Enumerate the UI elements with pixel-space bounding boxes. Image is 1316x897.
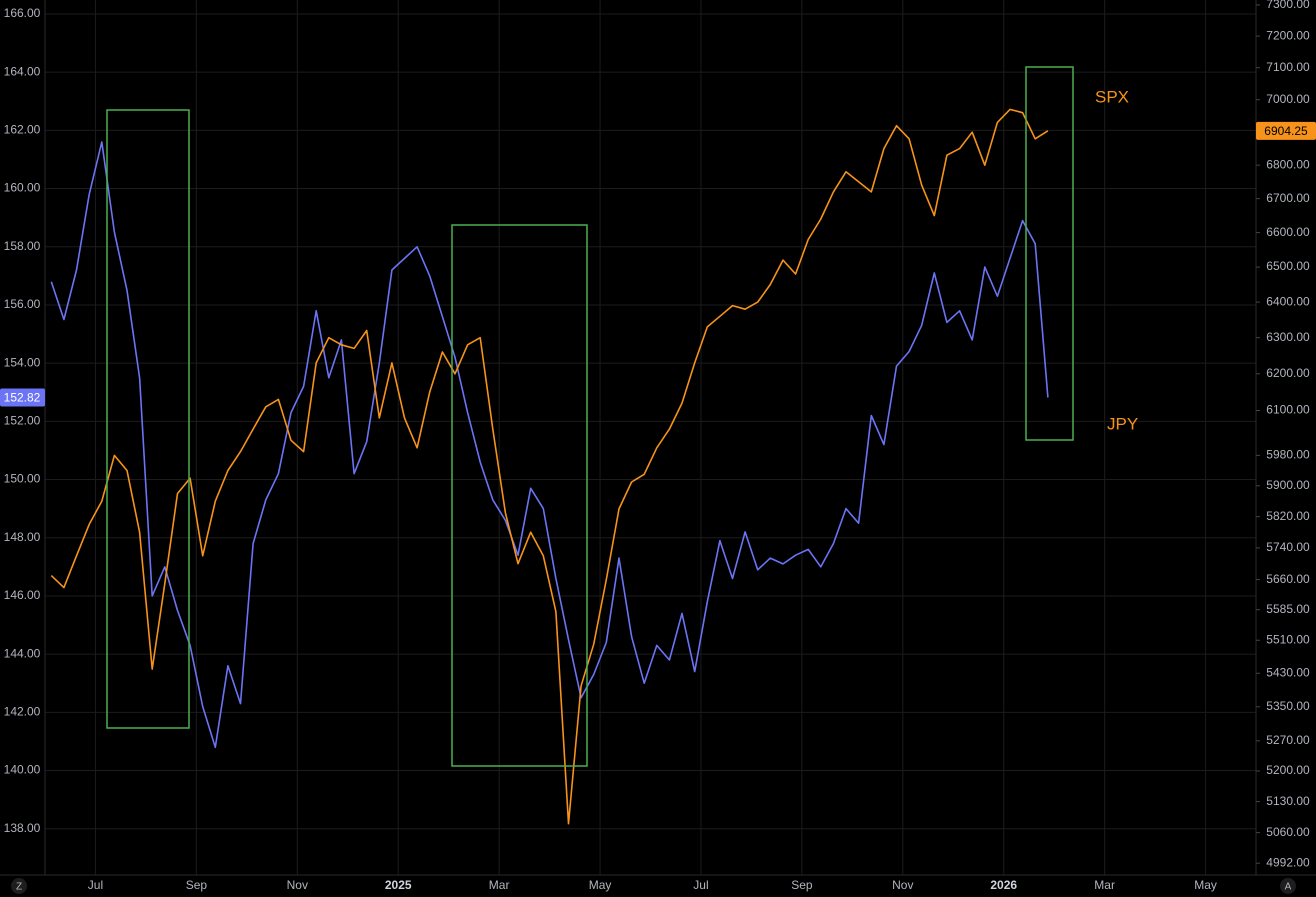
x-tick-label: 2026 xyxy=(990,878,1017,892)
last-value-label: 152.82 xyxy=(4,391,41,405)
last-value-badge xyxy=(0,388,45,407)
y2-tick-label: 5980.00 xyxy=(1266,448,1310,462)
x-tick-label: Sep xyxy=(186,878,208,892)
y-tick-label: 154.00 xyxy=(4,355,41,369)
last-value-badge xyxy=(1256,121,1316,140)
y2-tick-label: 7200.00 xyxy=(1266,28,1310,42)
scale-button-label[interactable]: Z xyxy=(16,882,22,893)
y-tick-label: 158.00 xyxy=(4,239,41,253)
x-tick-label: Jul xyxy=(693,878,708,892)
y2-tick-label: 7100.00 xyxy=(1266,60,1310,74)
y2-tick-label: 6100.00 xyxy=(1266,403,1310,417)
y2-tick-label: 5270.00 xyxy=(1266,733,1310,747)
lines xyxy=(50,108,1049,825)
x-tick-label: May xyxy=(589,878,612,892)
y2-tick-label: 5430.00 xyxy=(1266,665,1310,679)
y-tick-label: 142.00 xyxy=(4,705,41,719)
y2-tick-label: 6500.00 xyxy=(1266,259,1310,273)
y-tick-label: 144.00 xyxy=(4,646,41,660)
y2-tick-label: 5060.00 xyxy=(1266,825,1310,839)
last-value-label: 6904.25 xyxy=(1264,124,1308,138)
y-tick-label: 152.00 xyxy=(4,414,41,428)
highlight-box xyxy=(1025,66,1074,441)
y2-tick-label: 7300.00 xyxy=(1266,0,1310,11)
x-tick-label: May xyxy=(1194,878,1217,892)
y2-tick-label: 6200.00 xyxy=(1266,366,1310,380)
y2-tick-label: 5510.00 xyxy=(1266,632,1310,646)
y2-tick-label: 7000.00 xyxy=(1266,92,1310,106)
y2-tick-label: 6700.00 xyxy=(1266,191,1310,205)
series-annotation: SPX xyxy=(1095,87,1129,106)
y-tick-label: 162.00 xyxy=(4,123,41,137)
y2-tick-label: 6400.00 xyxy=(1266,294,1310,308)
y2-tick-label: 5350.00 xyxy=(1266,699,1310,713)
x-tick-label: 2025 xyxy=(385,878,412,892)
y2-tick-label: 5585.00 xyxy=(1266,602,1310,616)
auto-button-label[interactable]: A xyxy=(1285,882,1292,893)
y2-tick-label: 5900.00 xyxy=(1266,478,1310,492)
x-tick-label: Mar xyxy=(489,878,510,892)
auto-button[interactable] xyxy=(1280,878,1296,894)
series-line xyxy=(50,108,1049,825)
y2-tick-label: 5200.00 xyxy=(1266,763,1310,777)
highlight-box xyxy=(106,109,190,729)
y2-tick-label: 4992.00 xyxy=(1266,855,1310,869)
highlight-box xyxy=(451,224,588,767)
y-tick-label: 160.00 xyxy=(4,181,41,195)
scale-button[interactable] xyxy=(11,878,27,894)
grid xyxy=(45,0,1256,875)
y2-tick-label: 5130.00 xyxy=(1266,794,1310,808)
y-tick-label: 150.00 xyxy=(4,472,41,486)
y-tick-label: 156.00 xyxy=(4,297,41,311)
series-annotation: JPY xyxy=(1107,414,1138,433)
y2-tick-label: 5660.00 xyxy=(1266,572,1310,586)
x-tick-label: Nov xyxy=(892,878,913,892)
y-tick-label: 146.00 xyxy=(4,588,41,602)
x-tick-label: Sep xyxy=(791,878,813,892)
x-tick-label: Nov xyxy=(287,878,308,892)
series-line xyxy=(50,141,1049,749)
y-tick-label: 138.00 xyxy=(4,821,41,835)
y2-tick-label: 6600.00 xyxy=(1266,225,1310,239)
y-tick-label: 148.00 xyxy=(4,530,41,544)
y2-tick-label: 5820.00 xyxy=(1266,509,1310,523)
y-tick-label: 140.00 xyxy=(4,763,41,777)
y2-tick-label: 5740.00 xyxy=(1266,540,1310,554)
y-tick-label: 164.00 xyxy=(4,64,41,78)
y2-tick-label: 6800.00 xyxy=(1266,157,1310,171)
x-tick-label: Jul xyxy=(88,878,103,892)
y-tick-label: 166.00 xyxy=(4,6,41,20)
x-tick-label: Mar xyxy=(1094,878,1115,892)
y2-tick-label: 6300.00 xyxy=(1266,330,1310,344)
